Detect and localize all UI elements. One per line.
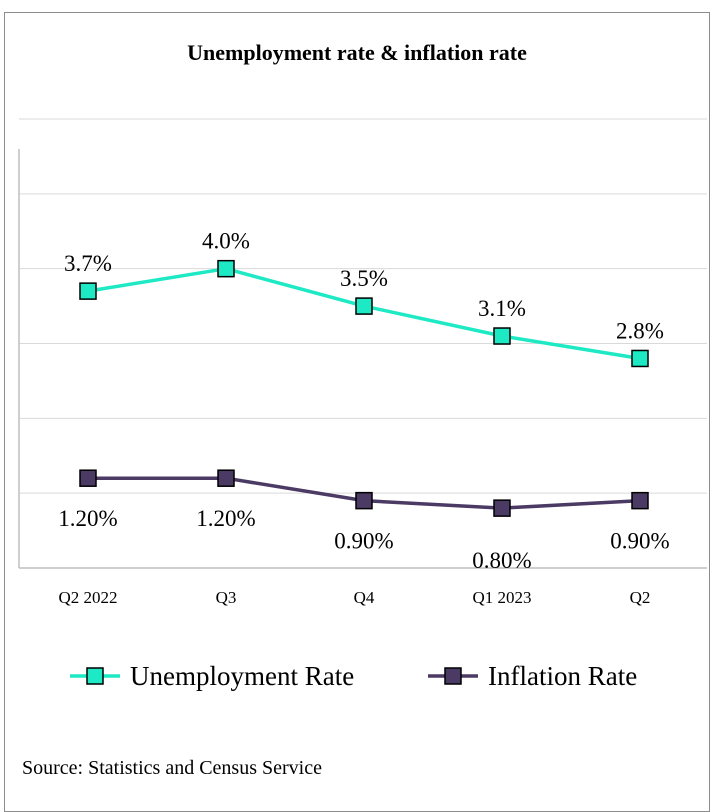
data-point: [79, 282, 97, 300]
gridlines: [19, 118, 707, 494]
data-label: 3.1%: [478, 296, 526, 321]
data-label: 0.90%: [610, 529, 669, 554]
data-point: [493, 499, 511, 517]
x-axis: [18, 149, 707, 569]
data-point: [631, 349, 649, 368]
data-point: [355, 491, 373, 510]
data-label: 1.20%: [196, 506, 255, 531]
data-label: 1.20%: [58, 506, 117, 531]
x-tick-labels: Q2 2022 Q3 Q4 Q1 2023 Q2: [58, 588, 650, 607]
data-point: [79, 469, 97, 487]
legend-label: Unemployment Rate: [130, 661, 354, 691]
data-point: [355, 297, 373, 315]
data-label: 0.80%: [472, 548, 531, 573]
data-labels: 3.7% 4.0% 3.5% 3.1% 2.8% 1.20% 1.20% 0.90% 0.80%…: [58, 229, 669, 573]
data-label: 3.5%: [340, 266, 388, 291]
x-tick-label: Q2: [630, 588, 651, 607]
chart-title: Unemployment rate & inflation rate: [187, 40, 527, 65]
source-note: Source: Statistics and Census Service: [22, 757, 322, 779]
line-chart: 3.7% 4.0% 3.5% 3.1% 2.8% 1.20% 1.20% 0.90% 0.80%…: [18, 118, 707, 691]
data-label: 3.7%: [64, 251, 112, 276]
data-label: 4.0%: [202, 229, 250, 254]
data-label: 2.8%: [616, 318, 664, 343]
data-point: [217, 259, 235, 278]
x-tick-label: Q4: [354, 588, 375, 607]
data-point: [631, 491, 649, 510]
x-tick-label: Q3: [216, 588, 237, 607]
x-tick-label: Q1 2023: [472, 588, 531, 607]
legend-label: Inflation Rate: [488, 661, 637, 691]
data-label: 0.90%: [334, 529, 393, 554]
legend-swatch-marker: [86, 667, 104, 685]
legend-swatch-marker: [444, 667, 462, 685]
x-tick-label: Q2 2022: [58, 588, 117, 607]
series-group: [79, 259, 649, 517]
legend: Unemployment Rate Inflation Rate: [70, 661, 637, 691]
data-point: [217, 469, 235, 487]
data-point: [493, 327, 511, 345]
